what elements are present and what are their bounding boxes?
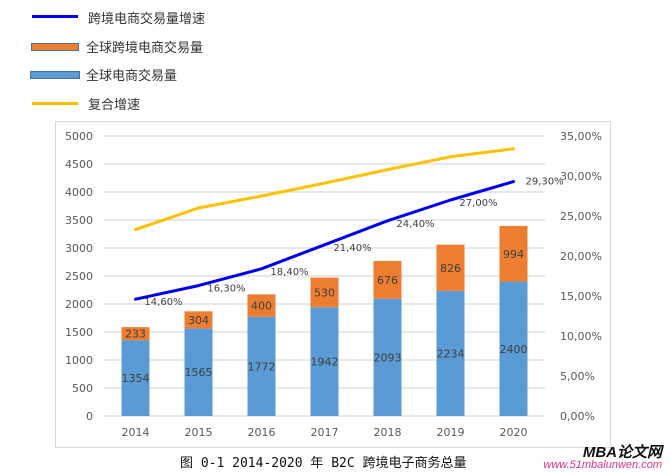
y2-tick-label: 25,00%	[560, 210, 602, 223]
data-label-crossborder: 233	[125, 328, 146, 341]
x-tick-label: 2016	[248, 426, 276, 439]
data-label-ecommerce: 1565	[185, 366, 213, 379]
data-label-growth: 18,40%	[270, 267, 308, 278]
x-tick-label: 2014	[122, 426, 150, 439]
data-label-crossborder: 530	[314, 286, 335, 299]
point-compound	[323, 181, 326, 185]
legend-swatch-compound	[32, 102, 78, 105]
data-label-crossborder: 994	[503, 248, 524, 261]
data-label-growth: 24,40%	[396, 219, 434, 230]
point-growth	[449, 198, 452, 202]
y-tick-label: 4500	[65, 158, 93, 171]
y-tick-label: 500	[72, 382, 93, 395]
legend-swatch-ecommerce	[30, 71, 80, 79]
line-compound	[135, 147, 514, 232]
point-growth	[512, 180, 515, 184]
bar-crossborder	[373, 260, 402, 299]
chart-border	[55, 121, 611, 448]
y-tick-label: 1500	[65, 326, 93, 339]
x-tick-label: 2017	[311, 426, 339, 439]
data-label-crossborder: 400	[251, 300, 272, 313]
bar-crossborder	[184, 311, 213, 329]
point-compound	[386, 168, 389, 172]
bar-ecommerce	[373, 298, 402, 416]
y-tick-label: 2500	[65, 270, 93, 283]
bar-crossborder	[310, 277, 339, 308]
y2-tick-label: 10,00%	[560, 330, 602, 343]
data-label-ecommerce: 1354	[122, 372, 150, 385]
data-label-growth: 29,30%	[526, 177, 564, 188]
point-compound	[197, 206, 200, 210]
bar-crossborder	[436, 244, 465, 291]
data-label-growth: 16,30%	[207, 284, 245, 295]
y-tick-label: 2000	[65, 298, 93, 311]
figure-caption: 图 0-1 2014-2020 年 B2C 跨境电子商务总量	[180, 456, 467, 471]
watermark-url: www.51mbalunwen.com	[543, 459, 662, 471]
x-tick-label: 2018	[374, 426, 402, 439]
legend-label-growth: 跨境电商交易量增速	[88, 12, 206, 27]
point-compound	[134, 228, 137, 232]
y2-tick-label: 30,00%	[560, 170, 602, 183]
y-tick-label: 0	[86, 410, 93, 423]
point-compound	[260, 194, 263, 198]
bar-crossborder	[121, 327, 150, 341]
y-tick-label: 4000	[65, 186, 93, 199]
y2-tick-label: 0,00%	[560, 410, 595, 423]
x-tick-label: 2019	[437, 426, 465, 439]
bar-ecommerce	[499, 281, 528, 416]
legend-label-crossborder: 全球跨境电商交易量	[86, 41, 204, 56]
point-growth	[260, 267, 263, 271]
point-compound	[512, 147, 515, 151]
x-tick-label: 2020	[500, 426, 528, 439]
data-label-growth: 21,40%	[333, 243, 371, 254]
data-label-growth: 14,60%	[144, 297, 182, 308]
y-tick-label: 3500	[65, 214, 93, 227]
point-growth	[197, 284, 200, 288]
data-label-ecommerce: 2400	[500, 343, 528, 356]
y2-tick-label: 15,00%	[560, 290, 602, 303]
y2-tick-label: 20,00%	[560, 250, 602, 263]
point-growth	[323, 243, 326, 247]
watermark-brand: MBA论文网	[582, 444, 662, 461]
data-label-crossborder: 304	[188, 314, 209, 327]
y-tick-label: 1000	[65, 354, 93, 367]
data-label-ecommerce: 2093	[374, 351, 402, 364]
y2-tick-label: 35,00%	[560, 130, 602, 143]
x-tick-label: 2015	[185, 426, 213, 439]
bar-ecommerce	[184, 328, 213, 416]
legend-swatch-crossborder	[31, 43, 79, 51]
data-label-ecommerce: 1772	[248, 360, 276, 373]
legend-swatch-growth	[32, 15, 78, 18]
data-label-ecommerce: 2234	[437, 347, 465, 360]
point-growth	[134, 297, 137, 301]
data-label-crossborder: 826	[440, 262, 461, 275]
data-label-ecommerce: 1942	[311, 356, 339, 369]
y-tick-label: 5000	[65, 130, 93, 143]
bar-ecommerce	[121, 340, 150, 416]
bar-crossborder	[499, 225, 528, 282]
point-growth	[386, 219, 389, 223]
bar-ecommerce	[436, 290, 465, 416]
data-label-growth: 27,00%	[459, 198, 497, 209]
data-label-crossborder: 676	[377, 274, 398, 287]
bar-ecommerce	[247, 316, 276, 416]
y2-tick-label: 5,00%	[560, 370, 595, 383]
legend-label-compound: 复合增速	[88, 98, 141, 113]
y-tick-label: 3000	[65, 242, 93, 255]
bar-crossborder	[247, 294, 276, 317]
point-compound	[449, 155, 452, 159]
bar-ecommerce	[310, 307, 339, 416]
legend-label-ecommerce: 全球电商交易量	[86, 69, 178, 84]
